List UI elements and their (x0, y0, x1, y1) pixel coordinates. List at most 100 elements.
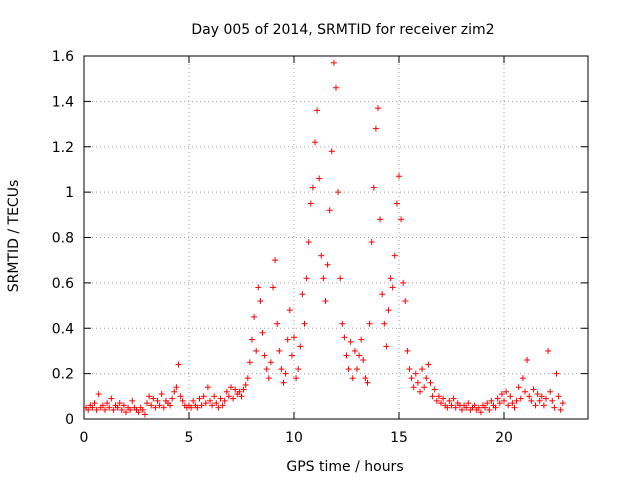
data-point (257, 298, 264, 305)
data-point (477, 409, 484, 416)
data-point (349, 375, 356, 382)
data-point (253, 347, 260, 354)
data-point (284, 336, 291, 343)
data-point (368, 239, 375, 246)
data-point (524, 357, 531, 364)
data-point (190, 397, 197, 404)
data-point (501, 397, 507, 404)
data-point (326, 207, 333, 214)
data-point (396, 173, 402, 180)
data-point (475, 404, 482, 411)
data-point (494, 395, 501, 402)
data-point (351, 347, 358, 354)
data-point (93, 406, 100, 413)
data-point (446, 397, 453, 404)
data-point (463, 404, 470, 411)
data-point (146, 393, 153, 400)
data-point (173, 384, 180, 391)
data-point (301, 320, 308, 327)
data-point (534, 391, 541, 398)
y-axis-label: SRMTID / TECUs (6, 180, 22, 293)
data-point (526, 393, 533, 400)
y-tick-label: 1.6 (52, 49, 74, 65)
data-point (358, 336, 365, 343)
data-point (297, 343, 304, 350)
data-point (557, 406, 564, 413)
chart-title: Day 005 of 2014, SRMTID for receiver zim… (191, 22, 494, 38)
y-tick-label: 0.8 (52, 231, 74, 247)
data-point (389, 284, 396, 291)
data-point (230, 395, 237, 402)
data-point (513, 397, 520, 404)
data-point (387, 275, 394, 282)
data-point (423, 375, 430, 382)
y-tick-label: 1.2 (52, 140, 74, 156)
data-point (412, 370, 419, 377)
data-point (545, 347, 552, 354)
data-point (244, 375, 251, 382)
data-point (486, 406, 493, 413)
data-point (223, 388, 230, 395)
data-point (127, 406, 134, 413)
data-point (343, 352, 350, 359)
data-point (299, 291, 306, 298)
data-point (152, 404, 159, 411)
x-axis-label: GPS time / hours (286, 459, 403, 475)
data-point (171, 388, 178, 395)
x-tick-label: 0 (80, 430, 89, 446)
data-point (362, 375, 369, 382)
data-point (123, 409, 129, 416)
data-point (312, 139, 318, 146)
data-point (484, 400, 491, 407)
data-point (276, 347, 283, 354)
data-point (354, 366, 360, 373)
data-point (221, 397, 228, 404)
data-point (425, 361, 432, 368)
data-point (102, 406, 108, 413)
data-point (528, 397, 535, 404)
data-point (156, 402, 163, 409)
data-point (379, 291, 386, 298)
data-point (179, 397, 186, 404)
data-point (217, 395, 224, 402)
data-point (530, 386, 537, 393)
y-tick-label: 0.6 (52, 276, 74, 292)
data-point (91, 400, 98, 407)
data-point (242, 381, 249, 388)
x-tick-label: 10 (285, 430, 303, 446)
data-point (316, 175, 323, 182)
data-point (303, 275, 310, 282)
data-point (511, 404, 518, 411)
grid-layer (84, 56, 588, 419)
y-tick-label: 1.4 (52, 94, 74, 110)
data-point (320, 275, 327, 282)
y-tick-label: 0.2 (52, 367, 74, 383)
data-point (175, 361, 182, 368)
data-point (85, 406, 92, 413)
data-point (377, 216, 384, 223)
data-point (440, 395, 447, 402)
data-point (383, 343, 390, 350)
data-point (278, 366, 285, 373)
data-point (410, 384, 417, 391)
data-point (515, 384, 522, 391)
data-point (286, 307, 293, 314)
data-point (204, 384, 211, 391)
data-point (167, 402, 174, 409)
data-point (232, 386, 239, 393)
data-point (370, 184, 377, 191)
data-point (498, 391, 505, 398)
data-point (322, 298, 329, 305)
data-point (459, 406, 465, 413)
data-point (400, 279, 407, 286)
data-point (536, 397, 543, 404)
data-point (547, 388, 554, 395)
x-tick-label: 5 (185, 430, 194, 446)
data-point (295, 366, 302, 373)
data-point (540, 402, 547, 409)
data-point (150, 395, 157, 402)
data-point (202, 400, 209, 407)
